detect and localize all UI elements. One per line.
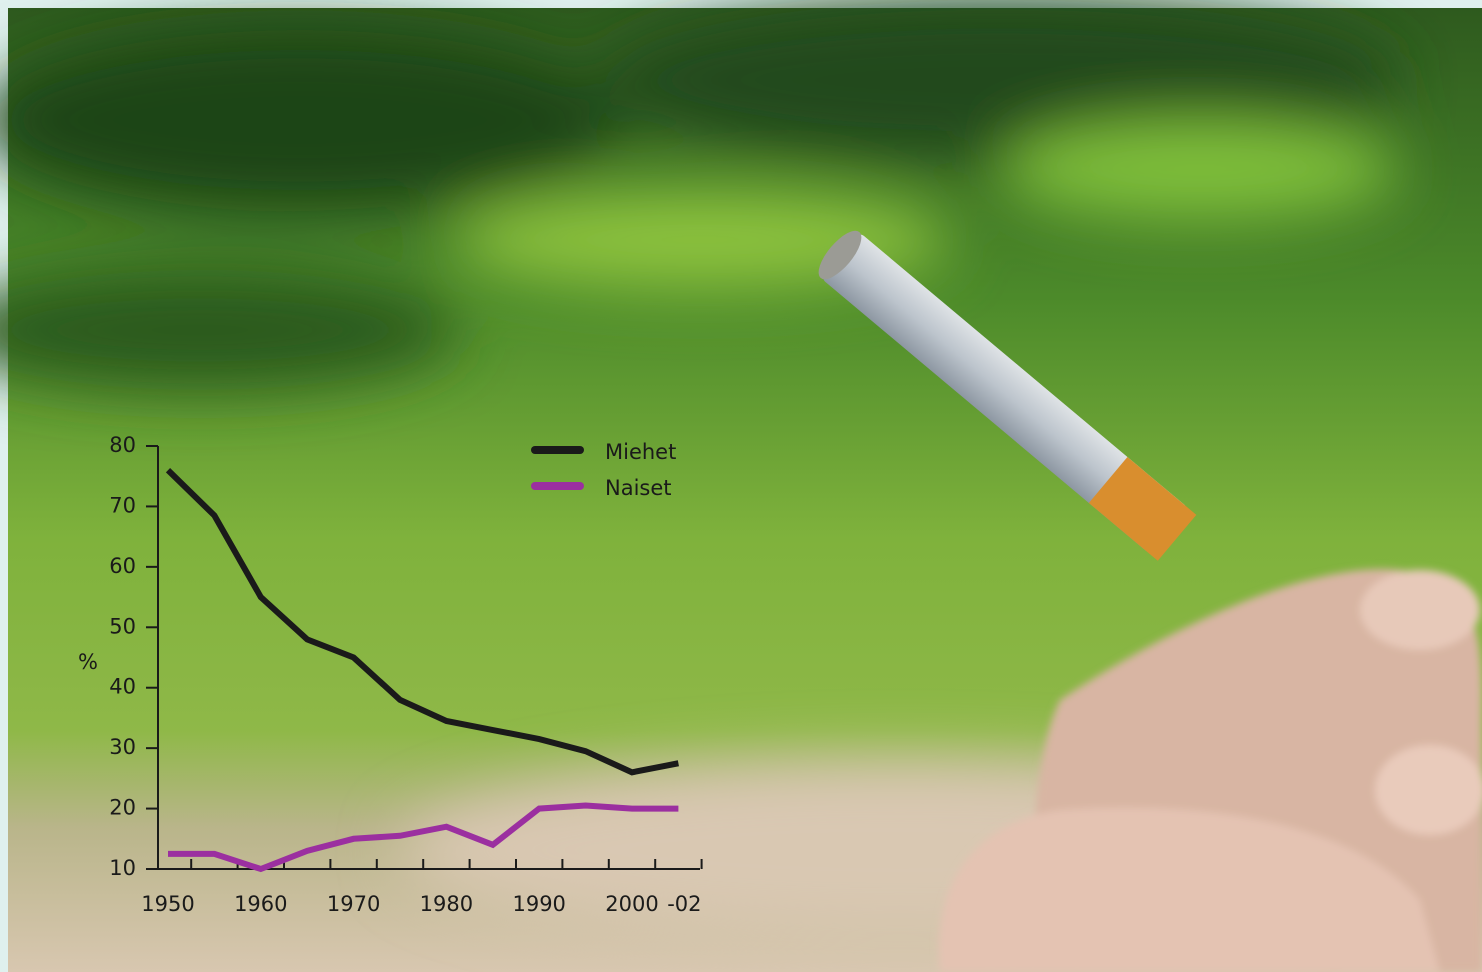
- x-tick-label: 1980: [420, 892, 473, 916]
- line-series: [165, 468, 679, 776]
- y-tick-label: 30: [109, 735, 136, 759]
- y-tick-label: 20: [109, 796, 136, 820]
- y-tick-label: 80: [109, 433, 136, 457]
- x-tick-label: 1970: [327, 892, 380, 916]
- y-tick-label: 40: [109, 675, 136, 699]
- y-tick-label: 50: [109, 614, 136, 638]
- legend-label: Naiset: [605, 476, 672, 500]
- legend-label: Miehet: [605, 440, 676, 464]
- x-tick-label: 2000: [605, 892, 658, 916]
- x-tick-label: 1960: [234, 892, 287, 916]
- x-tick-label: 1990: [512, 892, 565, 916]
- x-tick-label: 1950: [141, 892, 194, 916]
- x-tick-label: -02: [667, 892, 701, 916]
- y-tick-label: 70: [109, 493, 136, 517]
- y-axis-label: %: [78, 650, 98, 674]
- line-series: [168, 802, 679, 873]
- y-tick-label: 60: [109, 554, 136, 578]
- y-tick-label: 10: [109, 856, 136, 880]
